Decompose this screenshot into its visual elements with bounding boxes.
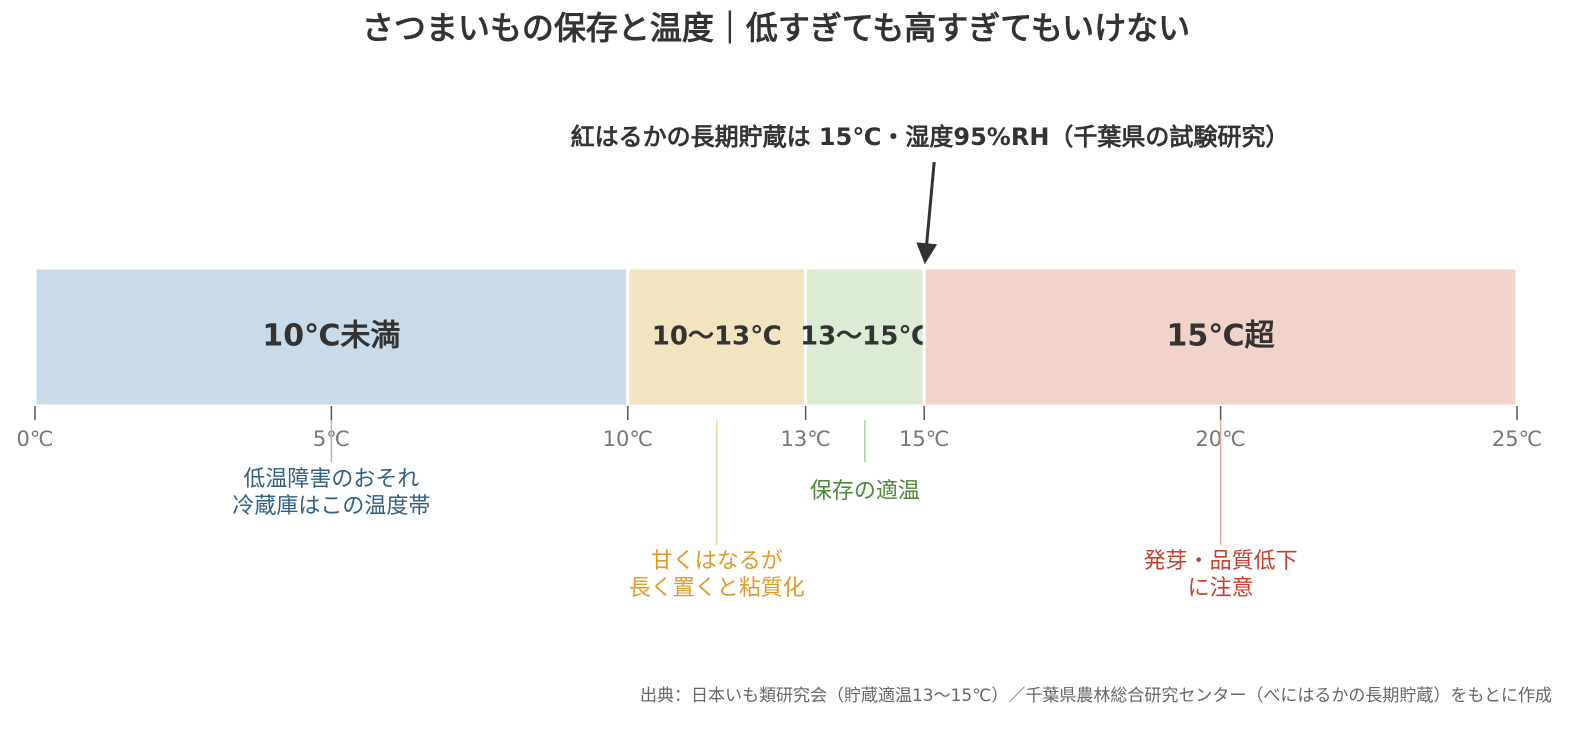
segment-label: 15℃超 [1167,319,1276,354]
note-text: に注意 [1188,576,1254,601]
segment [33,266,630,408]
annotation-arrow [916,161,938,265]
segment-label: 13〜15℃ [800,322,930,352]
annotation: 紅はるかの長期貯蔵は 15℃・湿度95%RH（千葉県の試験研究） [571,123,1290,151]
segment-label: 10℃未満 [262,319,400,354]
segment [804,266,926,408]
chart-title: さつまいもの保存と温度｜低すぎても高すぎてもいけない [362,9,1190,47]
segment-label: 10〜13℃ [652,322,782,352]
note-text: 低温障害のおそれ [243,467,419,492]
segment [626,266,808,408]
note-text: 保存の適温 [810,479,920,504]
x-tick-label: 0℃ [17,427,54,451]
note-text: 冷蔵庫はこの温度帯 [232,494,430,519]
x-tick-label: 10℃ [603,427,653,451]
source: 出典：日本いも類研究会（貯蔵適温13〜15℃）／千葉県農林総合研究センター（べに… [640,686,1552,706]
x-tick-label: 25℃ [1492,427,1542,451]
x-tick-label: 13℃ [780,427,830,451]
note-text: 甘くはなるが [651,549,783,574]
note-text: 長く置くと粘質化 [629,576,805,601]
segment [922,266,1519,408]
note-text: 発芽・品質低下 [1144,549,1298,574]
x-tick-label: 15℃ [899,427,949,451]
